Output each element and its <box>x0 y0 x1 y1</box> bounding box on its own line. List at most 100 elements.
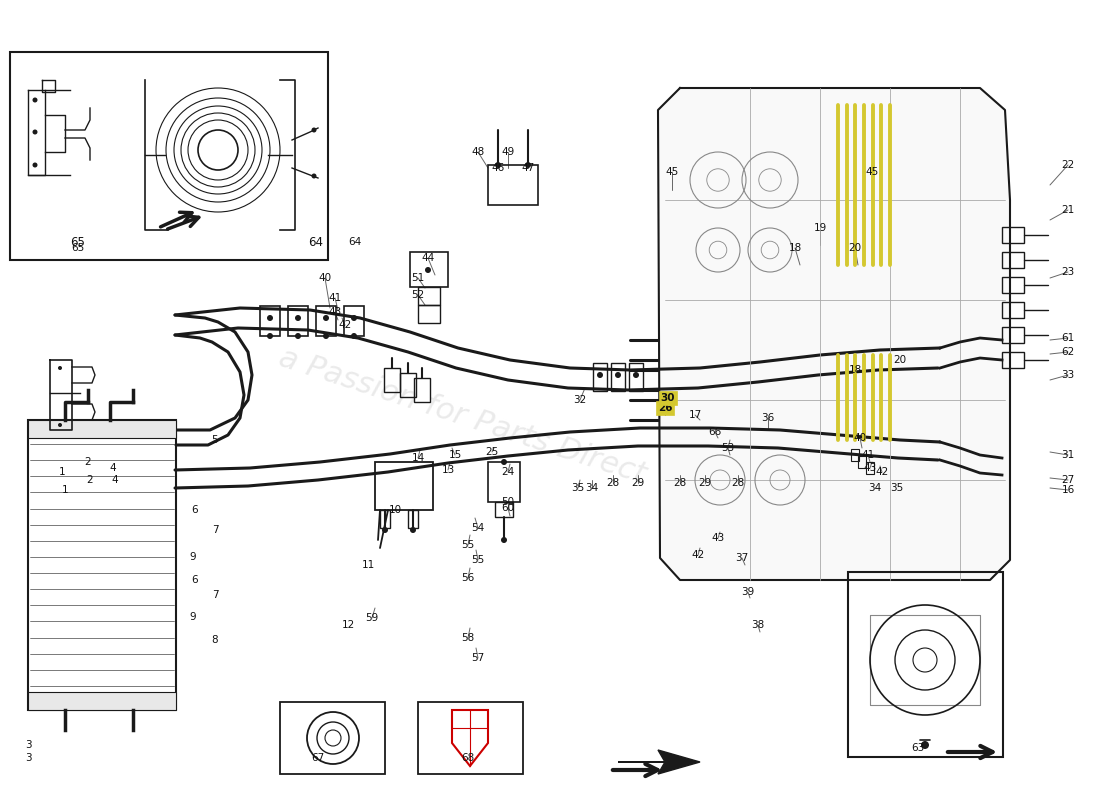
Bar <box>400 373 416 397</box>
Text: 43: 43 <box>864 463 877 473</box>
Text: 44: 44 <box>421 253 434 263</box>
Text: 2: 2 <box>87 475 94 485</box>
Circle shape <box>323 333 329 339</box>
Text: 4: 4 <box>112 475 119 485</box>
Bar <box>410 252 448 287</box>
Text: 9: 9 <box>189 612 196 622</box>
Text: 34: 34 <box>868 483 881 493</box>
Text: 21: 21 <box>1062 205 1075 215</box>
Text: 67: 67 <box>311 753 324 763</box>
Bar <box>418 305 440 323</box>
Bar <box>866 462 874 474</box>
Bar <box>1002 352 1024 368</box>
Bar <box>858 456 866 468</box>
Text: 48: 48 <box>472 147 485 157</box>
Text: 55: 55 <box>472 555 485 565</box>
Circle shape <box>58 423 62 427</box>
Bar <box>28 420 176 438</box>
Circle shape <box>525 162 531 168</box>
Bar <box>260 306 280 336</box>
Text: 2: 2 <box>85 457 91 467</box>
Circle shape <box>410 527 416 533</box>
Bar <box>344 306 364 336</box>
Text: 57: 57 <box>472 653 485 663</box>
Circle shape <box>495 162 500 168</box>
Bar <box>629 363 644 391</box>
Circle shape <box>351 315 358 321</box>
Text: 7: 7 <box>211 590 218 600</box>
Bar <box>379 510 390 528</box>
Text: 35: 35 <box>571 483 584 493</box>
Text: a Passion for Parts Direct: a Passion for Parts Direct <box>275 343 649 489</box>
Text: 30: 30 <box>661 393 675 403</box>
Text: 40: 40 <box>854 433 867 443</box>
Text: 27: 27 <box>1062 475 1075 485</box>
Text: 24: 24 <box>502 467 515 477</box>
Text: 36: 36 <box>761 413 774 423</box>
Bar <box>848 572 1003 757</box>
Circle shape <box>323 315 329 321</box>
Bar <box>384 368 400 392</box>
Bar <box>851 449 859 461</box>
Circle shape <box>382 527 388 533</box>
Circle shape <box>33 162 37 167</box>
Text: 8: 8 <box>211 635 218 645</box>
Circle shape <box>632 372 639 378</box>
Text: 25: 25 <box>485 447 498 457</box>
Bar <box>28 692 176 710</box>
Text: 37: 37 <box>736 553 749 563</box>
Text: 56: 56 <box>461 573 474 583</box>
Text: 62: 62 <box>1062 347 1075 357</box>
Text: 60: 60 <box>502 503 515 513</box>
Text: 43: 43 <box>712 533 725 543</box>
Text: 19: 19 <box>813 223 826 233</box>
Polygon shape <box>618 750 700 774</box>
Text: 1: 1 <box>58 467 65 477</box>
Bar <box>1002 227 1024 243</box>
Bar <box>1002 277 1024 293</box>
Text: 40: 40 <box>318 273 331 283</box>
Text: 52: 52 <box>411 290 425 300</box>
Text: 55: 55 <box>461 540 474 550</box>
Bar <box>418 287 440 305</box>
Text: 51: 51 <box>411 273 425 283</box>
Text: 32: 32 <box>573 395 586 405</box>
Text: 34: 34 <box>585 483 598 493</box>
Text: 3: 3 <box>24 740 31 750</box>
Text: 68: 68 <box>461 753 474 763</box>
Text: 46: 46 <box>492 163 505 173</box>
Bar <box>375 462 433 510</box>
Bar <box>28 420 176 710</box>
Bar <box>408 510 418 528</box>
Text: 58: 58 <box>461 633 474 643</box>
Text: 49: 49 <box>502 147 515 157</box>
Text: 45: 45 <box>666 167 679 177</box>
Circle shape <box>267 333 273 339</box>
Text: 42: 42 <box>692 550 705 560</box>
Text: 42: 42 <box>876 467 889 477</box>
Text: 18: 18 <box>848 365 861 375</box>
Text: 28: 28 <box>732 478 745 488</box>
Bar <box>418 702 522 774</box>
Text: 64: 64 <box>308 235 323 249</box>
Circle shape <box>500 537 507 543</box>
Polygon shape <box>658 88 1010 580</box>
Text: 54: 54 <box>472 523 485 533</box>
Text: 10: 10 <box>388 505 401 515</box>
Text: 9: 9 <box>189 552 196 562</box>
Text: 43: 43 <box>329 307 342 317</box>
Text: 7: 7 <box>211 525 218 535</box>
Bar <box>316 306 336 336</box>
Text: 4: 4 <box>110 463 117 473</box>
Bar <box>488 462 520 502</box>
Text: 39: 39 <box>741 587 755 597</box>
Text: 33: 33 <box>1062 370 1075 380</box>
Text: 22: 22 <box>1062 160 1075 170</box>
Text: 15: 15 <box>449 450 462 460</box>
Circle shape <box>500 459 507 465</box>
Text: 29: 29 <box>631 478 645 488</box>
Text: 6: 6 <box>191 575 198 585</box>
Bar <box>10 52 328 260</box>
Circle shape <box>921 741 929 749</box>
Text: 45: 45 <box>866 167 879 177</box>
